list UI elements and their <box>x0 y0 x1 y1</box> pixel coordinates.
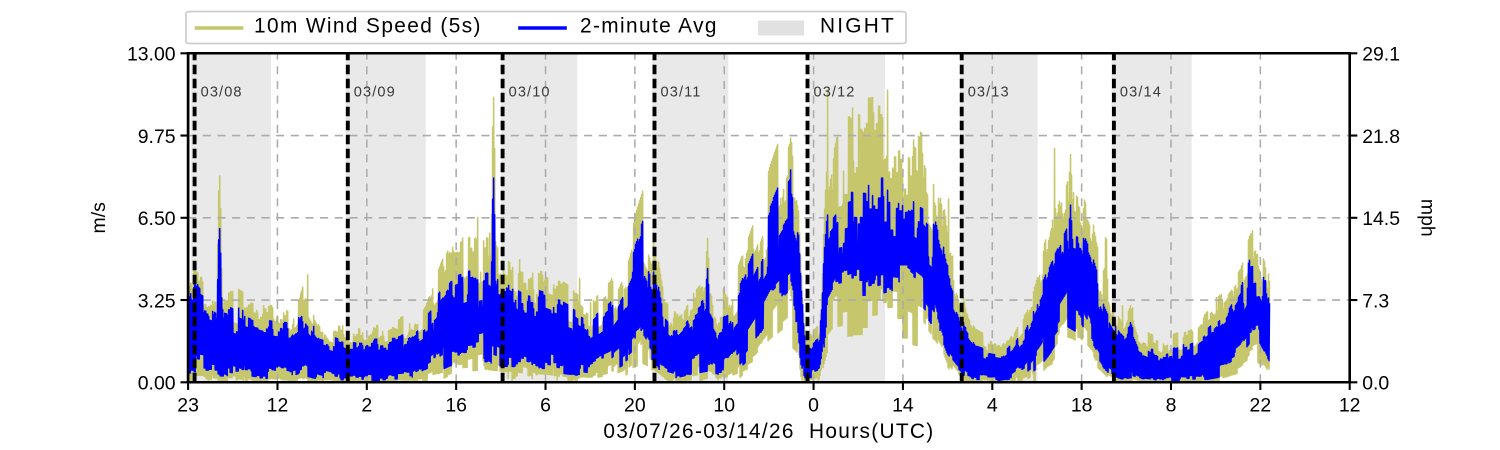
svg-text:29.1: 29.1 <box>1362 44 1400 66</box>
svg-text:03/11: 03/11 <box>661 85 702 101</box>
svg-text:m/s: m/s <box>88 202 110 234</box>
svg-text:16: 16 <box>445 395 467 417</box>
svg-text:6.50: 6.50 <box>138 208 176 230</box>
svg-text:03/12: 03/12 <box>813 85 855 101</box>
svg-text:14: 14 <box>892 395 914 417</box>
svg-text:9.75: 9.75 <box>138 126 176 148</box>
svg-text:7.3: 7.3 <box>1362 290 1389 312</box>
svg-text:4: 4 <box>987 395 998 417</box>
svg-text:14.5: 14.5 <box>1362 208 1400 230</box>
svg-text:03/14: 03/14 <box>1120 85 1162 101</box>
svg-text:22: 22 <box>1250 395 1272 417</box>
svg-text:NIGHT: NIGHT <box>820 15 896 38</box>
svg-text:18: 18 <box>1071 395 1093 417</box>
svg-text:mph: mph <box>1416 199 1438 237</box>
svg-text:13.00: 13.00 <box>127 44 176 66</box>
svg-text:03/10: 03/10 <box>509 85 551 101</box>
svg-text:0.0: 0.0 <box>1362 373 1389 395</box>
svg-text:03/07/26-03/14/26 Hours(UTC): 03/07/26-03/14/26 Hours(UTC) <box>603 420 934 443</box>
svg-text:10m Wind Speed (5s): 10m Wind Speed (5s) <box>254 15 482 38</box>
svg-text:21.8: 21.8 <box>1362 126 1400 148</box>
svg-text:20: 20 <box>624 395 646 417</box>
svg-text:6: 6 <box>540 395 551 417</box>
svg-text:03/08: 03/08 <box>201 85 243 101</box>
svg-text:03/13: 03/13 <box>968 85 1010 101</box>
svg-text:0: 0 <box>808 395 819 417</box>
svg-text:0.00: 0.00 <box>138 373 176 395</box>
svg-text:10: 10 <box>713 395 735 417</box>
svg-text:2: 2 <box>361 395 372 417</box>
svg-text:2-minute Avg: 2-minute Avg <box>580 15 718 38</box>
svg-text:23: 23 <box>177 395 199 417</box>
svg-text:03/09: 03/09 <box>354 85 396 101</box>
svg-text:12: 12 <box>1339 395 1361 417</box>
svg-text:8: 8 <box>1166 395 1177 417</box>
svg-text:3.25: 3.25 <box>138 290 176 312</box>
svg-text:12: 12 <box>267 395 289 417</box>
